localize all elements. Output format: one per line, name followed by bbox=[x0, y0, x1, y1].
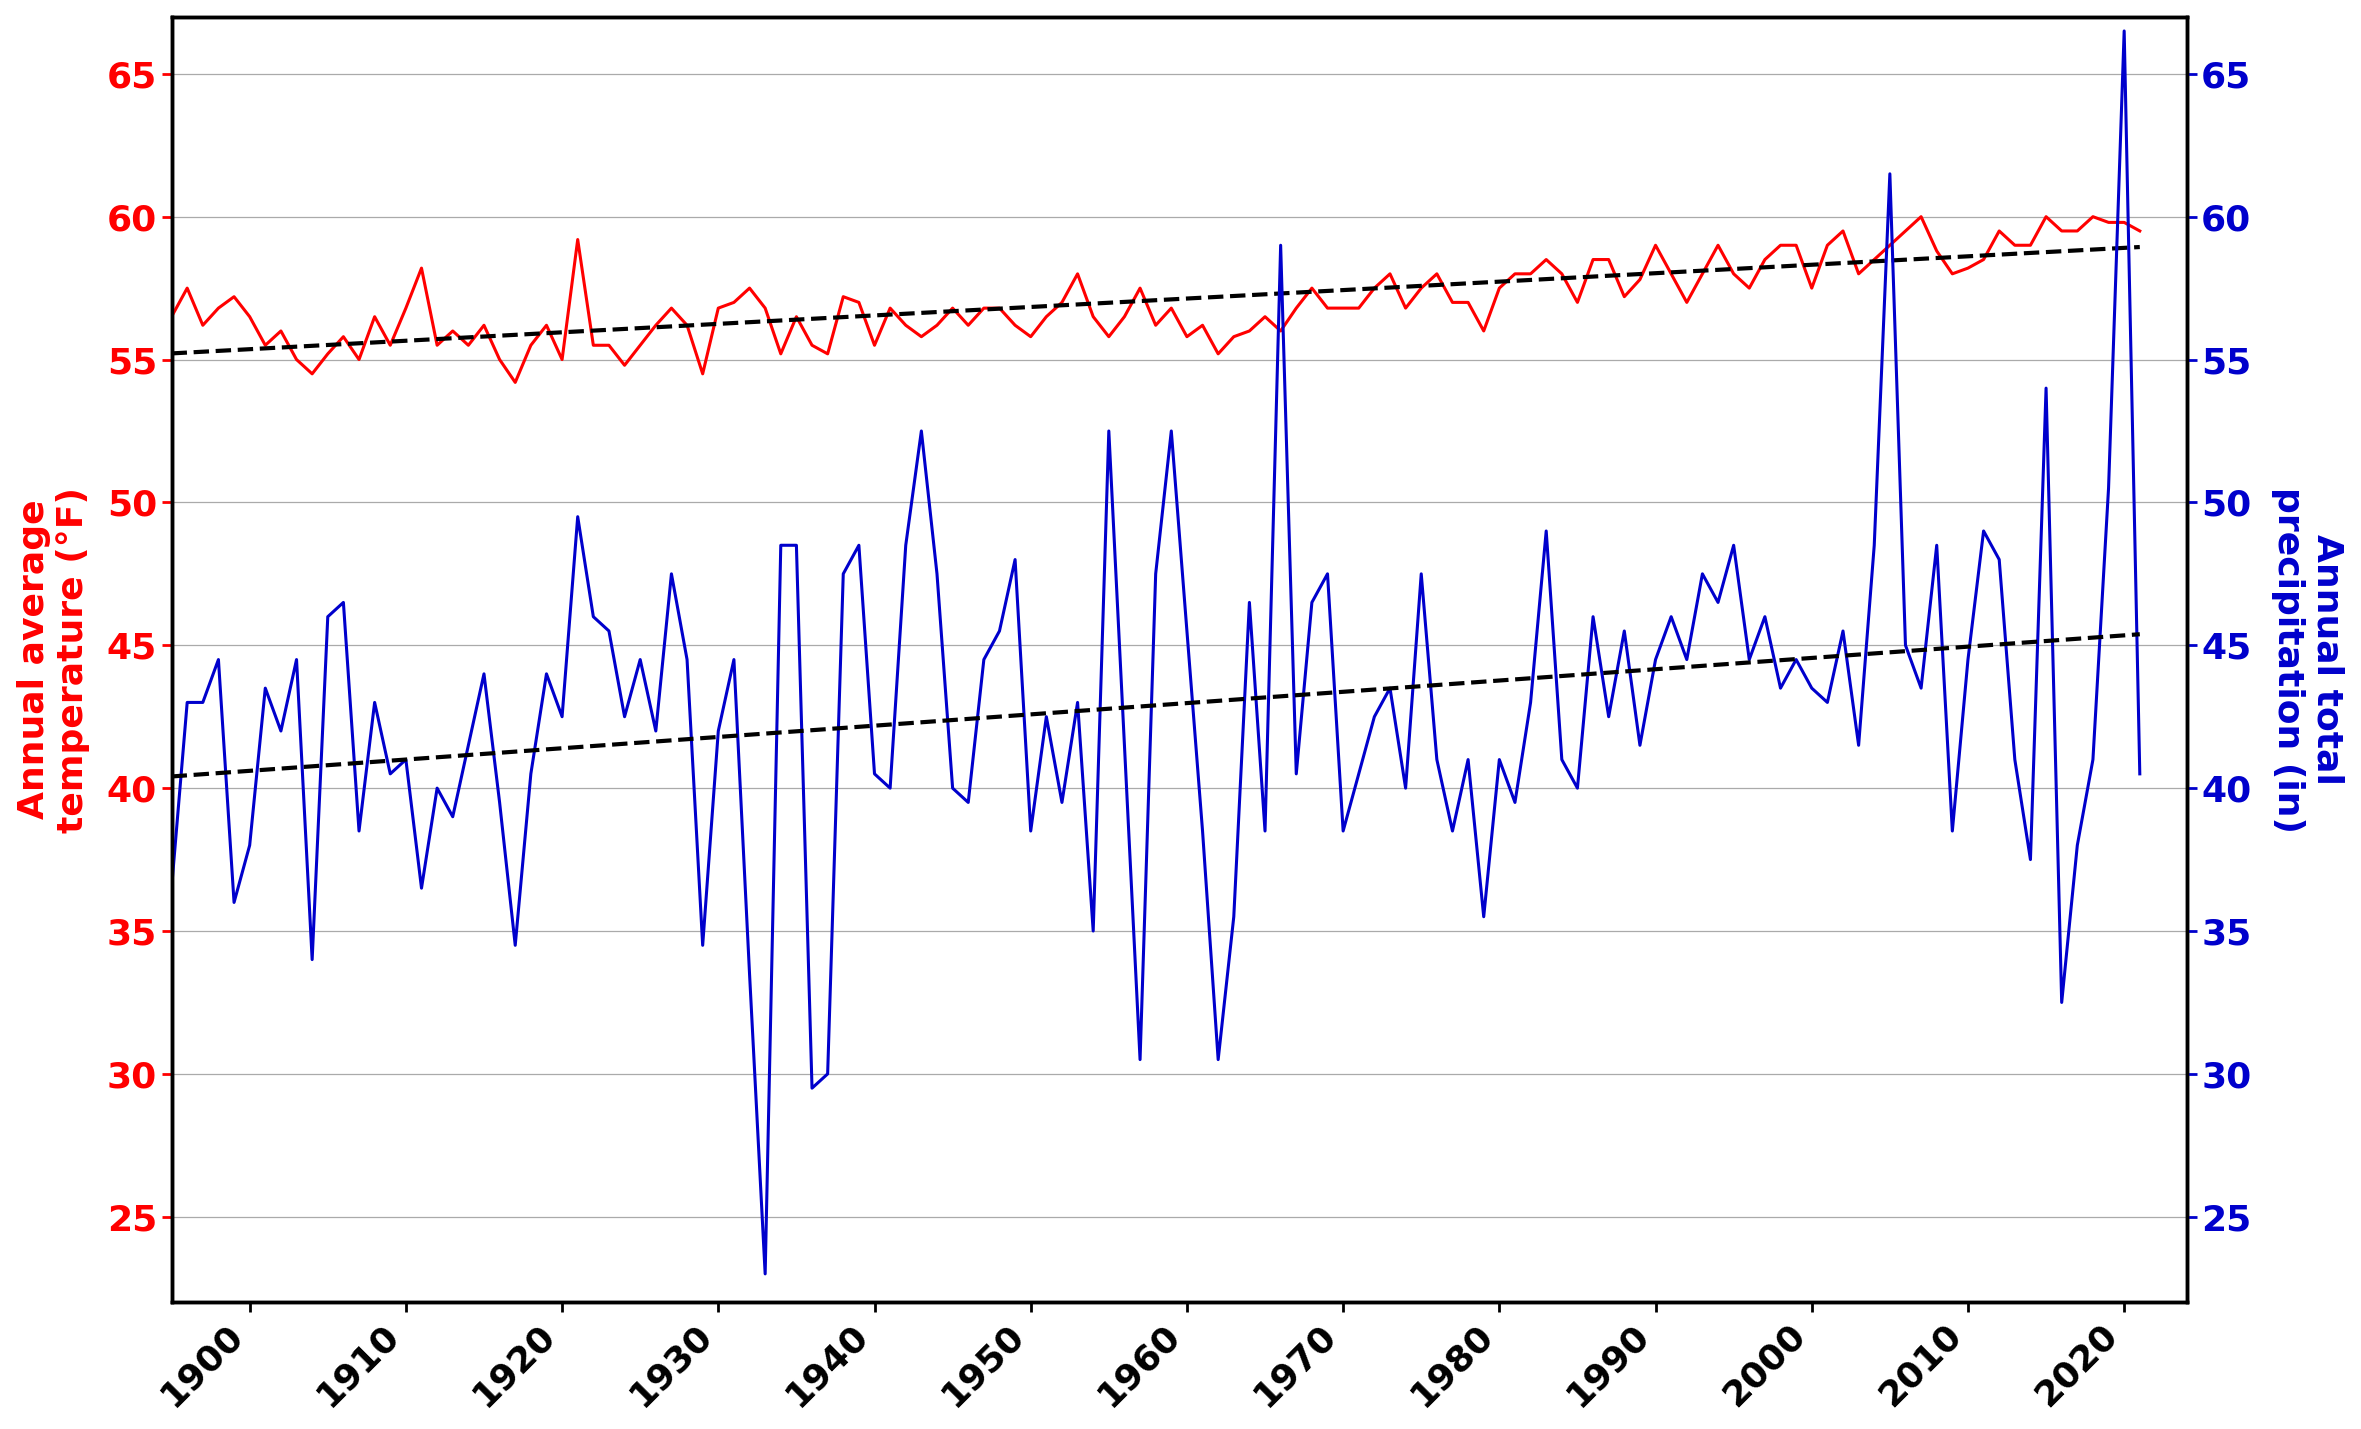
Y-axis label: Annual total
precipitation (in): Annual total precipitation (in) bbox=[2271, 486, 2344, 833]
Y-axis label: Annual average
temperature (°F): Annual average temperature (°F) bbox=[17, 486, 90, 833]
